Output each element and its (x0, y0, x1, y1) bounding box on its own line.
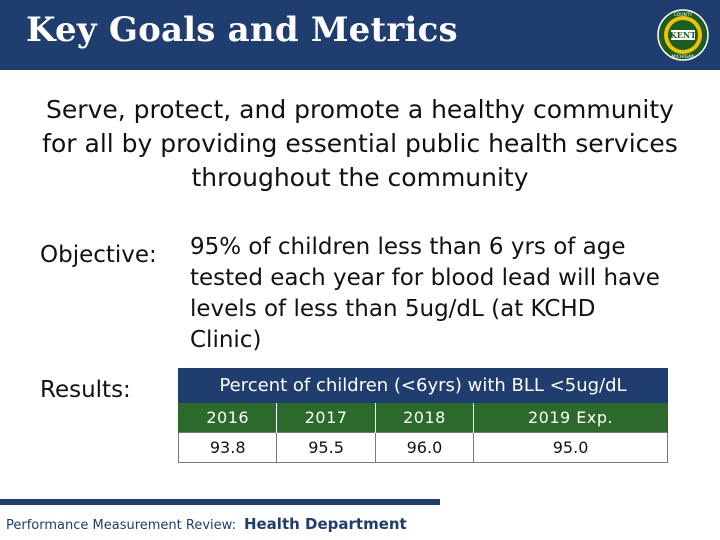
result-value: 96.0 (374, 432, 475, 463)
mission-statement: Serve, protect, and promote a healthy co… (42, 95, 678, 192)
results-label: Results: (40, 377, 131, 403)
result-value: 93.8 (177, 432, 278, 463)
slide-title: Key Goals and Metrics (26, 10, 458, 50)
year-header: 2016 (177, 402, 278, 433)
footer: Performance Measurement Review: Health De… (6, 514, 407, 533)
footer-divider (0, 499, 440, 505)
results-table: Percent of children (<6yrs) with BLL <5u… (177, 368, 668, 463)
footer-department: Health Department (243, 515, 407, 533)
objective-label: Objective: (40, 242, 157, 268)
objective-text: 95% of children less than 6 yrs of age t… (190, 234, 660, 353)
seal-top-text: COUNTY (674, 12, 693, 18)
seal-center-text: KENT (670, 30, 696, 40)
result-value: 95.0 (473, 432, 668, 463)
year-header: 2019 Exp. (473, 402, 668, 433)
county-seal-logo: KENT COUNTY MICHIGAN (657, 9, 709, 61)
title-bar: Key Goals and Metrics KENT COUNTY MICHIG… (0, 0, 720, 70)
seal-bottom-text: MICHIGAN (672, 54, 695, 60)
footer-review-label: Performance Measurement Review: (6, 518, 236, 533)
year-header: 2018 (374, 402, 475, 433)
year-header: 2017 (276, 402, 376, 433)
result-value: 95.5 (276, 432, 376, 463)
results-table-caption: Percent of children (<6yrs) with BLL <5u… (178, 368, 668, 403)
